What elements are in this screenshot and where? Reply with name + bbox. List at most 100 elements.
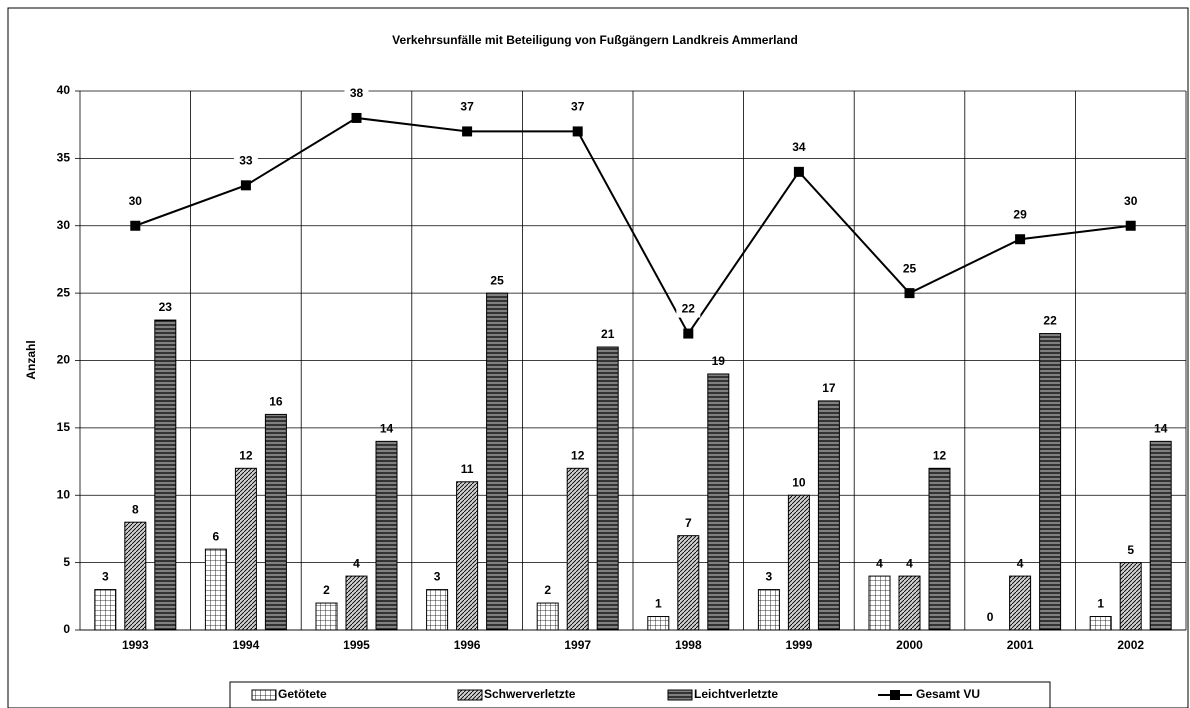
y-tick-label: 20 (57, 353, 71, 367)
y-tick-label: 5 (63, 555, 70, 569)
data-label-bg (1118, 193, 1143, 210)
data-label: 6 (213, 529, 220, 543)
line-marker (904, 288, 915, 299)
data-label: 33 (239, 153, 253, 167)
bar (426, 589, 449, 631)
chart-title: Verkehrsunfälle mit Beteiligung von Fußg… (392, 33, 798, 47)
bar (928, 467, 951, 631)
data-label: 37 (460, 100, 474, 114)
line-marker (240, 180, 251, 191)
data-label: 4 (353, 556, 360, 570)
data-label: 17 (822, 381, 836, 395)
bar (345, 575, 368, 631)
data-label: 3 (434, 570, 441, 584)
line-marker (462, 126, 473, 137)
y-tick-label: 15 (57, 420, 71, 434)
data-label: 16 (269, 395, 283, 409)
data-label: 4 (1017, 556, 1024, 570)
data-label: 19 (712, 354, 726, 368)
x-tick-label: 1999 (786, 638, 813, 652)
data-label: 34 (792, 140, 806, 154)
legend (229, 681, 1051, 708)
data-label: 2 (544, 583, 551, 597)
line (134, 116, 1131, 336)
legend-swatch (667, 689, 693, 701)
bar (486, 292, 509, 631)
bar (94, 589, 117, 631)
bar (596, 346, 619, 631)
y-axis-label: Anzahl (24, 340, 38, 379)
data-label: 4 (876, 556, 883, 570)
legend-swatch (251, 689, 277, 701)
bar (647, 616, 670, 631)
data-label: 12 (933, 448, 947, 462)
bar (536, 602, 559, 631)
data-label-bg (897, 261, 922, 278)
data-label: 5 (1127, 543, 1134, 557)
data-label: 2 (323, 583, 330, 597)
data-label: 30 (129, 194, 143, 208)
bar (154, 319, 177, 631)
data-label: 14 (380, 422, 394, 436)
data-label: 3 (102, 570, 109, 584)
x-tick-label: 1995 (343, 638, 370, 652)
data-label: 37 (571, 100, 585, 114)
data-label: 22 (682, 302, 696, 316)
bar (1149, 440, 1172, 631)
bar (817, 400, 840, 631)
data-label: 11 (461, 462, 474, 476)
x-tick-label: 1993 (122, 638, 149, 652)
data-label: 8 (132, 502, 139, 516)
legend-label: Gesamt VU (916, 687, 980, 701)
y-tick-label: 30 (57, 218, 71, 232)
data-label-bg (676, 301, 701, 318)
x-tick-label: 2001 (1007, 638, 1034, 652)
bar (1009, 575, 1032, 631)
data-label: 14 (1154, 422, 1168, 436)
legend-label: Schwerverletzte (484, 687, 576, 701)
bar (1119, 562, 1142, 631)
data-label: 3 (766, 570, 773, 584)
x-tick-label: 1998 (675, 638, 702, 652)
bar (898, 575, 921, 631)
data-label: 23 (159, 300, 173, 314)
bar (315, 602, 338, 631)
line-marker (683, 328, 694, 339)
bar (757, 589, 780, 631)
bar (264, 413, 287, 631)
x-tick-label: 1997 (564, 638, 591, 652)
bar (1089, 616, 1112, 631)
data-label: 4 (906, 556, 913, 570)
bar (456, 481, 479, 631)
data-label: 10 (792, 475, 806, 489)
y-tick-label: 35 (57, 151, 71, 165)
legend-label: Getötete (278, 687, 327, 701)
data-label: 7 (685, 516, 692, 530)
data-label: 25 (903, 261, 917, 275)
data-label: 1 (655, 597, 662, 611)
legend-marker (890, 690, 900, 700)
y-tick-label: 25 (57, 285, 71, 299)
bar (234, 467, 257, 631)
line-marker (793, 166, 804, 177)
line-marker (351, 112, 362, 123)
data-label-bg (344, 85, 369, 102)
bar (566, 467, 589, 631)
legend-swatch (457, 689, 483, 701)
data-label: 12 (239, 448, 253, 462)
data-label-bg (123, 193, 148, 210)
bar (375, 440, 398, 631)
y-tick-label: 40 (57, 83, 71, 97)
bar (677, 535, 700, 631)
data-label: 38 (350, 86, 364, 100)
data-label: 29 (1013, 207, 1027, 221)
bar (787, 494, 810, 631)
data-label-bg (565, 99, 590, 116)
x-tick-label: 2000 (896, 638, 923, 652)
x-tick-label: 1994 (233, 638, 260, 652)
bar (204, 548, 227, 631)
x-tick-label: 1996 (454, 638, 481, 652)
data-label-bg (786, 139, 811, 156)
line-marker (1125, 220, 1136, 231)
